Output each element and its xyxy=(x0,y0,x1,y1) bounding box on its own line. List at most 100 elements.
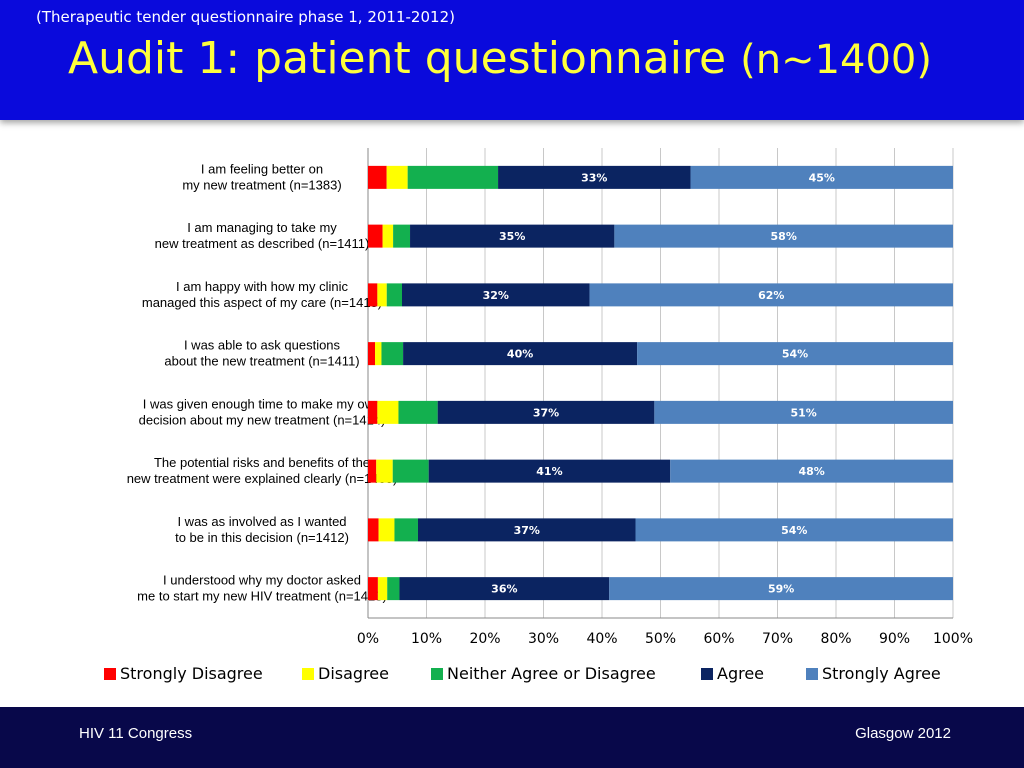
category-label: managed this aspect of my care (n=1415) xyxy=(142,295,382,310)
bar-segment xyxy=(410,224,615,248)
category-label: I was given enough time to make my own xyxy=(143,396,381,411)
x-tick-label: 0% xyxy=(357,631,379,647)
bar-segment xyxy=(589,283,953,307)
bar-segment xyxy=(386,165,408,189)
bar-segment xyxy=(368,283,378,307)
data-label: 40% xyxy=(507,348,533,361)
data-label: 51% xyxy=(791,406,817,419)
bar-segment xyxy=(609,577,953,601)
data-label: 41% xyxy=(536,465,562,478)
bar-segment xyxy=(375,342,382,366)
data-label: 37% xyxy=(514,524,540,537)
bar-segment xyxy=(392,459,429,483)
footer-location: Glasgow 2012 xyxy=(855,725,951,742)
bar-segment xyxy=(377,283,387,307)
x-tick-label: 60% xyxy=(703,631,734,647)
data-label: 62% xyxy=(758,289,784,302)
stacked-bar-chart: 0% 10% 20% 30% 40% 50% 60% 70% 80% 90% 100% I am fe… xyxy=(104,148,973,683)
bar-segment xyxy=(398,400,438,424)
x-tick-label: 20% xyxy=(469,631,500,647)
category-label: new treatment as described (n=1411) xyxy=(155,236,370,251)
category-label: my new treatment (n=1383) xyxy=(182,177,341,192)
category-label: I am feeling better on xyxy=(201,161,323,176)
x-tick-label: 70% xyxy=(762,631,793,647)
bar-segment xyxy=(437,400,655,424)
bar-segment xyxy=(614,224,953,248)
bar-segment xyxy=(368,342,376,366)
category-label: new treatment were explained clearly (n=… xyxy=(127,471,398,486)
bar-segment xyxy=(401,283,590,307)
x-tick-label: 10% xyxy=(411,631,442,647)
category-label: The potential risks and benefits of the xyxy=(154,455,370,470)
legend-swatch xyxy=(302,668,314,680)
data-label: 35% xyxy=(499,230,525,243)
title-sample-size: (n~1400) xyxy=(740,37,932,83)
category-label: I understood why my doctor asked xyxy=(163,573,361,588)
category-label: to be in this decision (n=1412) xyxy=(175,530,349,545)
data-label: 54% xyxy=(782,348,808,361)
legend-swatch xyxy=(701,668,713,680)
footer-congress: HIV 11 Congress xyxy=(79,725,193,742)
bar-segment xyxy=(368,459,377,483)
category-label: about the new treatment (n=1411) xyxy=(164,354,359,369)
x-tick-label: 40% xyxy=(586,631,617,647)
bar-segment xyxy=(417,518,636,542)
data-label: 36% xyxy=(491,583,517,596)
slide-title: Audit 1: patient questionnaire (n~1400) xyxy=(0,33,1000,84)
bar-segment xyxy=(382,224,394,248)
bar-segment xyxy=(690,165,953,189)
bar-segment xyxy=(498,165,691,189)
bar-segment xyxy=(428,459,671,483)
slide-subtitle: (Therapeutic tender questionnaire phase … xyxy=(36,8,455,26)
category-label: I was as involved as I wanted xyxy=(177,514,346,529)
data-label: 32% xyxy=(483,289,509,302)
bar-segment xyxy=(654,400,953,424)
category-label: me to start my new HIV treatment (n=1413… xyxy=(137,589,387,604)
category-label: I am happy with how my clinic xyxy=(176,279,348,294)
bar-segment xyxy=(393,224,411,248)
bar-segment xyxy=(368,224,383,248)
data-label: 45% xyxy=(809,171,835,184)
bar-segment xyxy=(394,518,418,542)
footer-bar: HIV 11 Congress Glasgow 2012 xyxy=(0,707,1024,768)
bar-segment xyxy=(637,342,953,366)
data-label: 33% xyxy=(581,171,607,184)
legend-label: Neither Agree or Disagree xyxy=(447,664,656,683)
data-label: 37% xyxy=(533,406,559,419)
legend-label: Strongly Disagree xyxy=(120,664,263,683)
bar-segment xyxy=(368,577,378,601)
bar-segment xyxy=(670,459,953,483)
x-tick-label: 90% xyxy=(879,631,910,647)
legend-label: Strongly Agree xyxy=(822,664,941,683)
legend-swatch xyxy=(431,668,443,680)
data-label: 48% xyxy=(798,465,824,478)
data-label: 54% xyxy=(781,524,807,537)
bar-segment xyxy=(368,518,379,542)
bar-segment xyxy=(386,283,402,307)
header-banner: (Therapeutic tender questionnaire phase … xyxy=(0,0,1024,120)
bar-segment xyxy=(635,518,953,542)
data-label: 59% xyxy=(768,583,794,596)
data-label: 58% xyxy=(771,230,797,243)
category-label: I was able to ask questions xyxy=(184,338,341,353)
legend-label: Agree xyxy=(717,664,764,683)
x-tick-label: 50% xyxy=(645,631,676,647)
bar-segment xyxy=(407,165,499,189)
legend-swatch xyxy=(104,668,116,680)
bar-segment xyxy=(399,577,610,601)
bar-segment xyxy=(368,165,387,189)
legend-label: Disagree xyxy=(318,664,389,683)
x-tick-label: 30% xyxy=(528,631,559,647)
bar-segment xyxy=(376,459,393,483)
category-label: decision about my new treatment (n=1414) xyxy=(139,412,386,427)
bar-segment xyxy=(377,577,388,601)
bar-segment xyxy=(378,518,395,542)
bar-segment xyxy=(377,400,399,424)
x-tick-label: 80% xyxy=(820,631,851,647)
bar-segment xyxy=(381,342,404,366)
bar-segment xyxy=(387,577,400,601)
title-main: Audit 1: patient questionnaire xyxy=(68,33,741,84)
legend-swatch xyxy=(806,668,818,680)
bar-segment xyxy=(403,342,638,366)
category-label: I am managing to take my xyxy=(187,220,337,235)
